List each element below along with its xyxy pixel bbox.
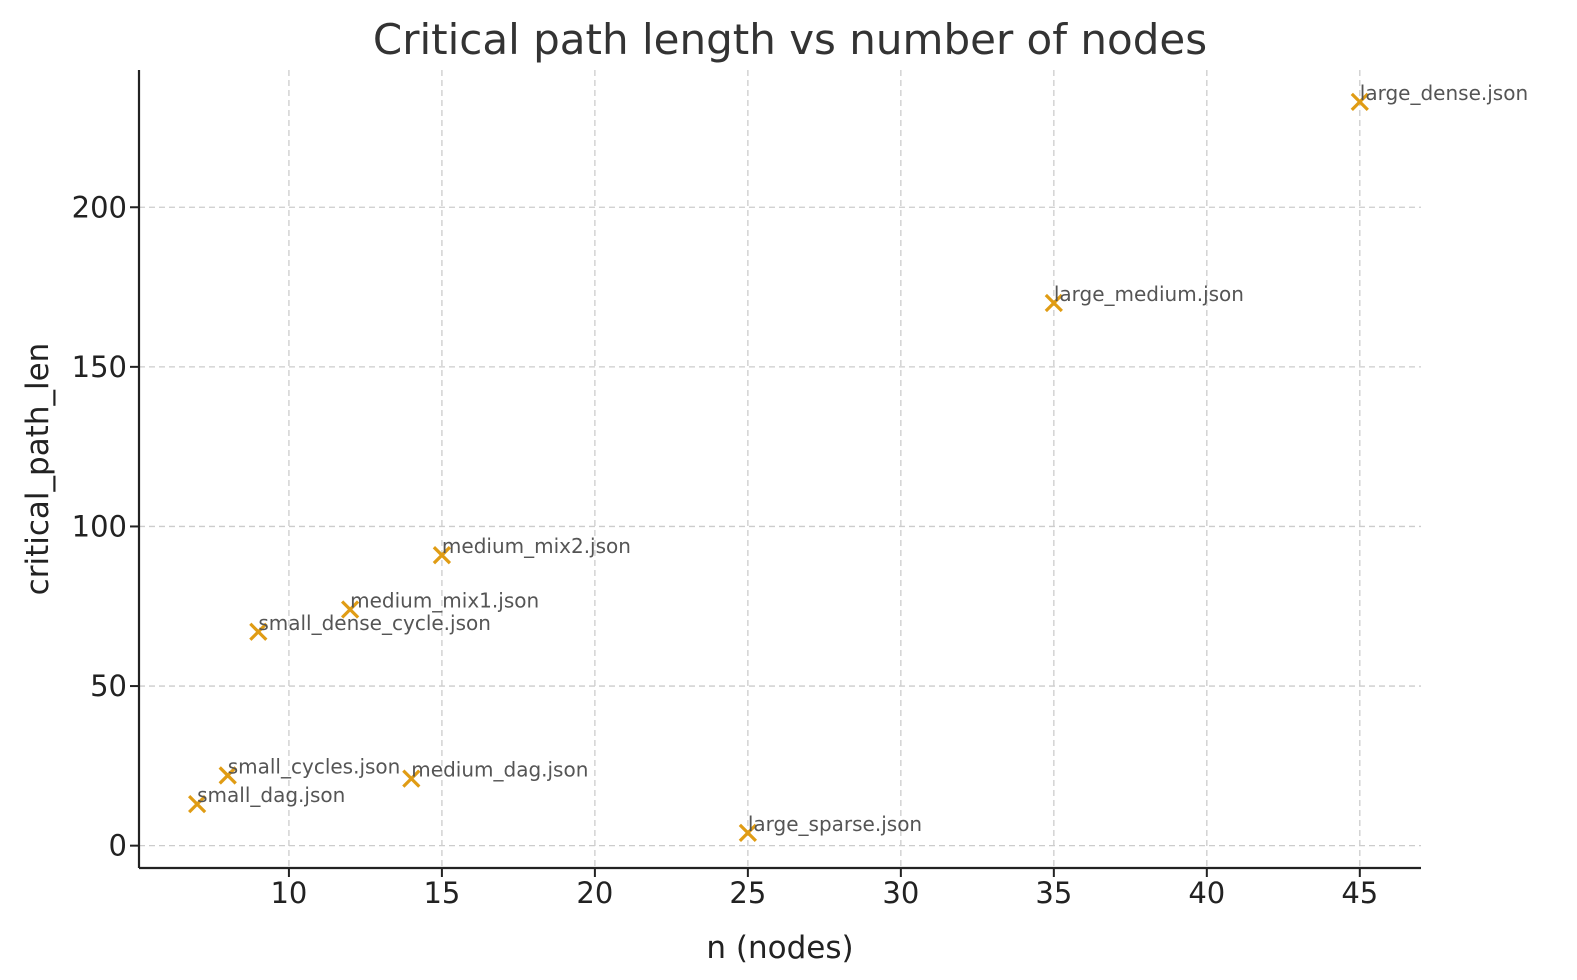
data-point: large_dense.json — [1350, 81, 1528, 112]
data-point: medium_mix1.json — [340, 588, 539, 619]
y-tick-label: 100 — [72, 509, 127, 543]
x-marker — [1350, 92, 1369, 112]
x-tick-label: 20 — [576, 876, 613, 910]
data-point: small_dense_cycle.json — [249, 611, 491, 641]
y-axis-label: critical_path_len — [20, 343, 56, 596]
x-tick-label: 35 — [1035, 876, 1072, 910]
data-point: medium_dag.json — [402, 758, 588, 788]
data-point: large_medium.json — [1044, 282, 1244, 313]
y-axis-ticks: 0 50 100 150 200 — [72, 190, 139, 863]
x-axis-label: n (nodes) — [706, 930, 853, 966]
y-tick-label: 50 — [90, 669, 127, 703]
y-tick-label: 0 — [109, 829, 127, 863]
x-marker — [738, 823, 758, 843]
x-marker — [218, 766, 237, 785]
x-marker — [249, 622, 268, 641]
y-tick-label: 200 — [72, 190, 127, 224]
point-label: small_dag.json — [197, 783, 345, 807]
data-point: medium_mix2.json — [432, 534, 631, 565]
point-label: large_dense.json — [1360, 81, 1528, 105]
x-tick-label: 30 — [882, 876, 919, 910]
x-tick-label: 25 — [729, 876, 766, 910]
point-label: medium_dag.json — [411, 758, 588, 782]
data-point: small_cycles.json — [218, 754, 401, 785]
point-label: medium_mix1.json — [350, 588, 539, 612]
x-tick-label: 40 — [1188, 876, 1225, 910]
x-axis-ticks: 10 15 20 25 30 35 40 45 — [270, 868, 1378, 910]
chart-title: Critical path length vs number of nodes — [373, 15, 1207, 64]
data-point: large_sparse.json — [738, 812, 922, 843]
y-tick-label: 150 — [72, 350, 127, 384]
data-point: small_dag.json — [188, 783, 345, 814]
point-label: large_sparse.json — [748, 812, 922, 836]
point-label: large_medium.json — [1054, 282, 1244, 306]
x-marker — [432, 546, 452, 565]
x-tick-label: 10 — [270, 876, 307, 910]
x-tick-label: 45 — [1341, 876, 1378, 910]
axes — [137, 70, 1421, 870]
x-marker — [1044, 293, 1063, 313]
x-tick-label: 15 — [423, 876, 460, 910]
point-label: small_dense_cycle.json — [258, 611, 491, 635]
point-label: small_cycles.json — [228, 754, 401, 778]
point-label: medium_mix2.json — [442, 534, 631, 558]
x-marker — [402, 769, 421, 788]
x-marker — [188, 795, 207, 814]
grid — [139, 70, 1421, 868]
data-points: small_dag.json small_cycles.json small_den… — [188, 81, 1528, 843]
x-marker — [340, 600, 360, 619]
